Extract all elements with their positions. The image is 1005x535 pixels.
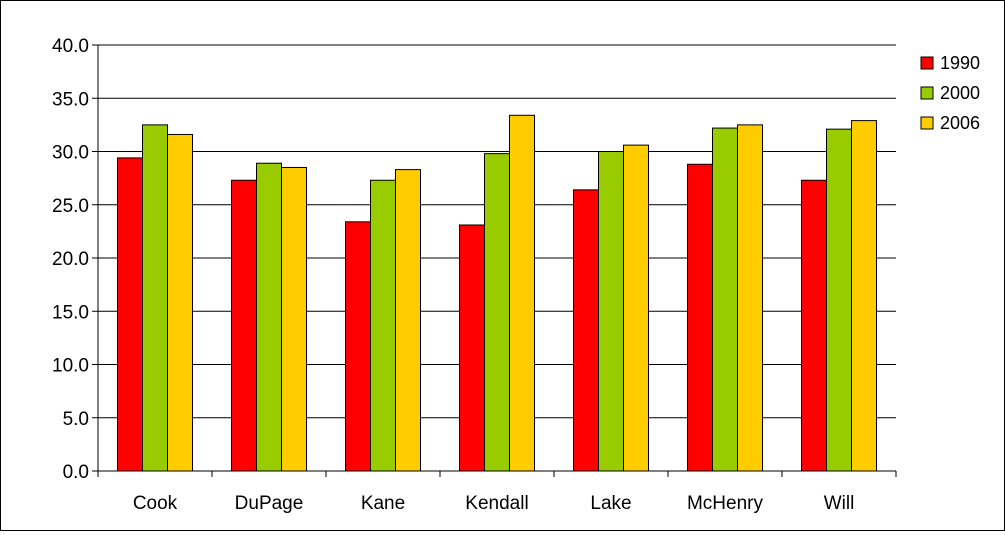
bar-1990-mchenry [687,163,713,472]
bar-2006-mchenry [737,124,763,472]
y-tick-label: 20.0 [52,249,89,270]
bar-1990-kendall [459,224,485,472]
bar-2006-lake [623,144,649,472]
y-axis-ticks: 0.0 5.0 10.0 15.0 20.0 25.0 30.0 35.0 40.0 [52,36,89,483]
x-category-label: Cook [133,493,178,514]
legend: 1990 2000 2006 [920,53,980,133]
x-category-label: Kane [361,493,405,514]
bar-2000-mchenry [712,127,738,472]
bar-1990-dupage [231,179,257,472]
legend-label-2006: 2006 [940,113,980,133]
bar-1990-cook [117,157,143,472]
legend-swatch-1990 [920,56,934,70]
bar-2000-will [826,128,852,472]
y-tick-label: 10.0 [52,356,89,377]
bar-1990-will [801,179,827,472]
bar-2006-will [851,120,877,472]
x-category-label: McHenry [687,493,764,514]
y-tick-label: 30.0 [52,143,89,164]
y-tick-label: 25.0 [52,196,89,217]
bar-1990-kane [345,221,371,472]
legend-label-2000: 2000 [940,83,980,103]
x-axis-categories: Cook DuPage Kane Kendall Lake McHenry Will [133,493,854,514]
x-category-label: Kendall [465,493,528,514]
y-tick-label: 15.0 [52,302,89,323]
bar-2000-cook [142,124,168,472]
bar-2006-dupage [281,166,307,472]
bar-2000-kendall [484,153,510,472]
x-category-label: Lake [590,493,631,514]
legend-swatch-2006 [920,116,934,130]
bar-2000-lake [598,151,624,472]
x-category-label: DuPage [235,493,304,514]
bar-2006-cook [167,133,193,472]
bar-2006-kane [395,169,421,472]
y-tick-label: 35.0 [52,89,89,110]
y-tick-label: 40.0 [52,36,89,57]
bars [117,114,877,472]
bar-2000-kane [370,179,396,472]
x-category-label: Will [824,493,855,514]
bar-2000-dupage [256,162,282,472]
axes [92,44,897,477]
bar-1990-lake [573,189,599,472]
y-tick-label: 5.0 [63,409,89,430]
legend-label-1990: 1990 [940,53,980,73]
y-tick-label: 0.0 [63,462,89,483]
bar-2006-kendall [509,114,535,472]
legend-swatch-2000 [920,86,934,100]
